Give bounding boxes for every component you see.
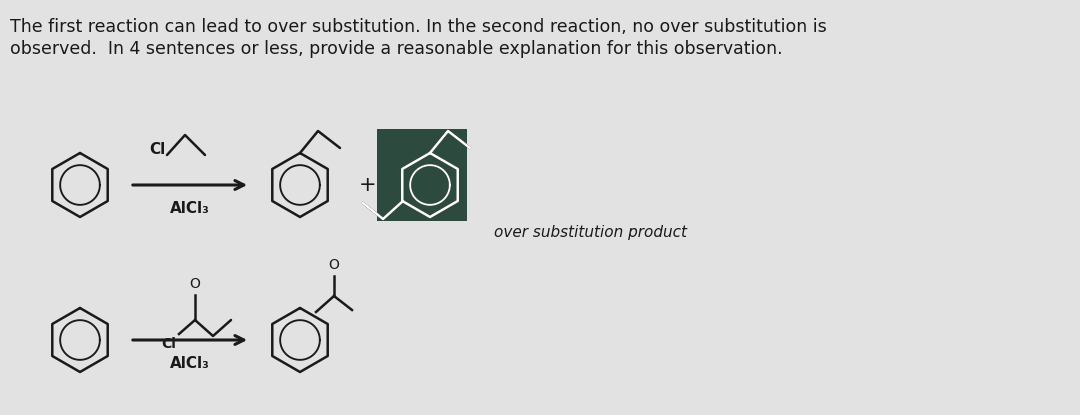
Text: Cl: Cl bbox=[149, 142, 165, 157]
Text: The first reaction can lead to over substitution. In the second reaction, no ove: The first reaction can lead to over subs… bbox=[10, 18, 827, 36]
Text: AlCl₃: AlCl₃ bbox=[170, 201, 210, 216]
Text: AlCl₃: AlCl₃ bbox=[170, 356, 210, 371]
Text: O: O bbox=[190, 277, 201, 291]
Text: observed.  In 4 sentences or less, provide a reasonable explanation for this obs: observed. In 4 sentences or less, provid… bbox=[10, 40, 783, 58]
Text: O: O bbox=[328, 258, 339, 272]
FancyBboxPatch shape bbox=[377, 129, 467, 221]
Text: Cl: Cl bbox=[161, 337, 176, 351]
Text: +: + bbox=[360, 175, 377, 195]
Text: over substitution product: over substitution product bbox=[494, 225, 687, 240]
